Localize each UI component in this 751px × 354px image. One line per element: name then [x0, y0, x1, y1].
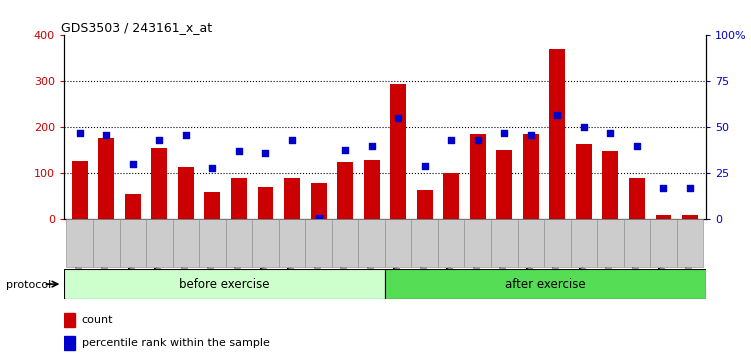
Point	[498, 130, 510, 136]
Point	[74, 130, 86, 136]
Point	[525, 132, 537, 138]
Bar	[496, 150, 512, 219]
Point	[312, 215, 324, 221]
Bar	[337, 162, 353, 219]
Point	[286, 137, 298, 143]
Point	[684, 185, 696, 191]
Bar	[93, 219, 119, 267]
Bar	[64, 269, 385, 299]
Bar	[464, 219, 491, 267]
Bar	[544, 219, 571, 267]
Bar	[119, 219, 146, 267]
Bar	[391, 84, 406, 219]
Point	[631, 143, 643, 149]
Point	[657, 185, 669, 191]
Bar	[363, 160, 379, 219]
Bar	[523, 134, 538, 219]
Point	[578, 125, 590, 130]
Text: protocol: protocol	[6, 280, 51, 290]
Bar	[571, 219, 597, 267]
Point	[551, 112, 563, 118]
Bar	[173, 219, 199, 267]
Bar	[64, 313, 75, 327]
Bar	[576, 143, 592, 219]
Bar	[64, 336, 75, 350]
Bar	[470, 134, 486, 219]
Point	[445, 137, 457, 143]
Point	[472, 137, 484, 143]
Bar	[550, 49, 566, 219]
Bar	[677, 219, 703, 267]
Bar	[491, 219, 517, 267]
Point	[180, 132, 192, 138]
Bar	[125, 194, 140, 219]
Bar	[650, 219, 677, 267]
Bar	[517, 219, 544, 267]
Point	[101, 132, 113, 138]
Bar	[597, 219, 623, 267]
Bar	[67, 219, 93, 267]
Bar	[332, 219, 358, 267]
Bar	[98, 138, 114, 219]
Bar	[417, 189, 433, 219]
Bar	[602, 152, 618, 219]
Bar	[682, 215, 698, 219]
Point	[233, 149, 245, 154]
Point	[153, 137, 165, 143]
Bar	[72, 161, 88, 219]
Bar	[178, 166, 194, 219]
Text: after exercise: after exercise	[505, 278, 586, 291]
Bar	[146, 219, 173, 267]
Text: before exercise: before exercise	[179, 278, 270, 291]
Bar	[279, 219, 306, 267]
Text: count: count	[82, 315, 113, 325]
Point	[127, 161, 139, 167]
Bar	[204, 192, 220, 219]
Bar	[226, 219, 252, 267]
Bar	[258, 187, 273, 219]
Point	[392, 115, 404, 121]
Bar	[284, 178, 300, 219]
Point	[207, 165, 219, 171]
Point	[366, 143, 378, 149]
Bar	[412, 219, 438, 267]
Bar	[443, 173, 459, 219]
Text: percentile rank within the sample: percentile rank within the sample	[82, 338, 270, 348]
Bar	[252, 219, 279, 267]
Point	[605, 130, 617, 136]
Text: GDS3503 / 243161_x_at: GDS3503 / 243161_x_at	[61, 21, 212, 34]
Bar	[629, 178, 645, 219]
Point	[418, 163, 430, 169]
Bar	[656, 215, 671, 219]
Bar	[385, 219, 412, 267]
Bar	[152, 148, 167, 219]
Bar	[438, 219, 464, 267]
Bar	[311, 183, 327, 219]
Point	[339, 147, 351, 152]
Bar	[623, 219, 650, 267]
Bar	[231, 178, 247, 219]
Point	[260, 150, 272, 156]
Bar	[385, 269, 706, 299]
Bar	[199, 219, 226, 267]
Bar	[358, 219, 385, 267]
Bar	[306, 219, 332, 267]
